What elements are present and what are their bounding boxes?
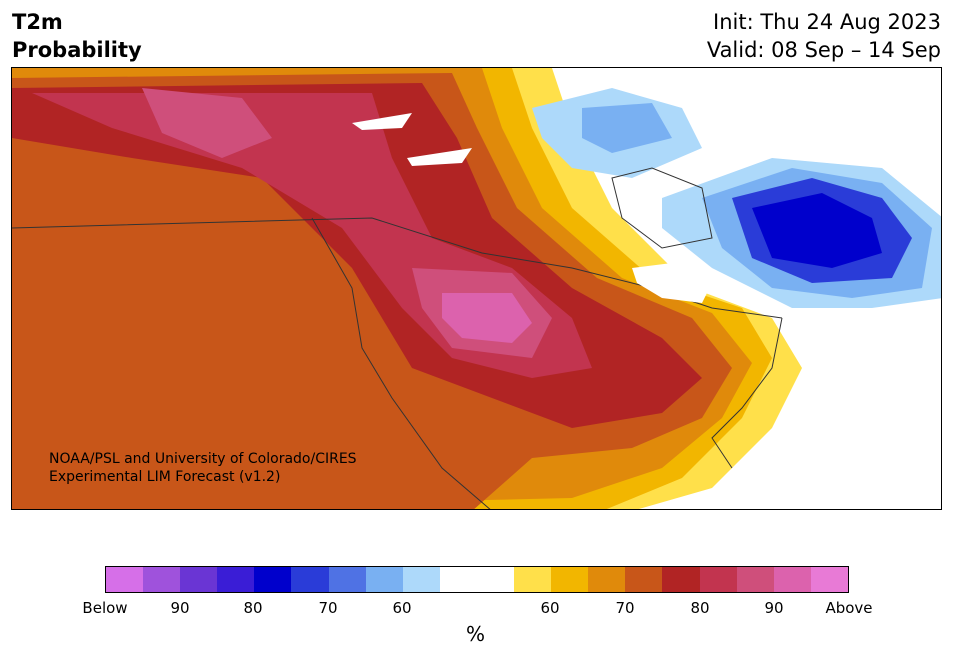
band-warm-core — [442, 293, 532, 343]
colorbar-tick-label: 60 — [540, 599, 560, 617]
colorbar-segment — [699, 567, 737, 592]
great-slave-lake — [407, 148, 472, 166]
colorbar — [105, 566, 849, 593]
lakes — [352, 113, 712, 303]
west-coast — [311, 217, 491, 509]
great-bear-lake — [352, 113, 412, 130]
colorbar-tick-label: Below — [82, 599, 128, 617]
colorbar-segment — [291, 567, 329, 592]
country-border — [12, 217, 783, 319]
colorbar-segment — [143, 567, 181, 592]
great-lakes — [632, 263, 712, 303]
colorbar-segment — [588, 567, 626, 592]
colorbar-tick-label: 70 — [615, 599, 635, 617]
band-warm-95 — [142, 88, 552, 358]
band-cold-core — [752, 193, 882, 268]
colorbar-segment — [514, 567, 552, 592]
title-subtitle: Probability — [12, 38, 142, 62]
warm-anomaly-shading — [12, 68, 802, 509]
cold-anomaly-shading — [532, 88, 941, 308]
colorbar-tick-label: 90 — [170, 599, 190, 617]
credit-line-2: Experimental LIM Forecast (v1.2) — [49, 469, 281, 485]
init-date: Init: Thu 24 Aug 2023 — [713, 10, 941, 34]
colorbar-segment — [439, 567, 477, 592]
colorbar-segment — [217, 567, 255, 592]
east-coast — [711, 317, 783, 469]
colorbar-segment — [662, 567, 700, 592]
colorbar-segment — [551, 567, 589, 592]
colorbar-segment — [810, 567, 848, 592]
colorbar-tick-label: 80 — [690, 599, 710, 617]
colorbar-segment — [180, 567, 218, 592]
probability-map — [11, 67, 942, 510]
colorbar-segment — [736, 567, 774, 592]
colorbar-tick-label: Above — [825, 599, 873, 617]
forecast-dates: Init: Thu 24 Aug 2023 Valid: 08 Sep – 14… — [707, 8, 941, 64]
colorbar-segment — [476, 567, 515, 592]
colorbar-segment — [625, 567, 663, 592]
valid-range: Valid: 08 Sep – 14 Sep — [706, 38, 941, 62]
colorbar-tick-label: 80 — [243, 599, 263, 617]
colorbar-segment — [773, 567, 811, 592]
colorbar-segment — [254, 567, 292, 592]
chart-title: T2m Probability — [12, 8, 142, 64]
credit-line-1: NOAA/PSL and University of Colorado/CIRE… — [49, 451, 357, 467]
colorbar-unit: % — [466, 622, 486, 646]
colorbar-segment — [365, 567, 403, 592]
colorbar-segment — [328, 567, 366, 592]
map-svg — [12, 68, 941, 509]
colorbar-tick-label: 70 — [318, 599, 338, 617]
colorbar-tick-label: 60 — [392, 599, 412, 617]
colorbar-segment — [402, 567, 440, 592]
coastline-borders — [12, 167, 783, 509]
title-variable: T2m — [12, 10, 63, 34]
map-credit: NOAA/PSL and University of Colorado/CIRE… — [49, 450, 357, 486]
colorbar-segment — [106, 567, 144, 592]
hudson-bay — [611, 167, 713, 249]
colorbar-tick-label: 90 — [764, 599, 784, 617]
